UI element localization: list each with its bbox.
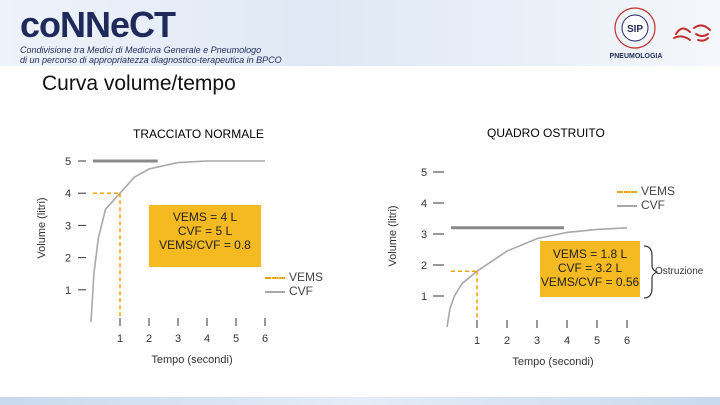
x-tick-label-3: 3 <box>534 335 540 347</box>
x-tick-label-5: 5 <box>233 333 239 345</box>
y-tick-label-1: 1 <box>421 291 427 303</box>
sip-society-name: PNEUMOLOGIA <box>609 53 663 60</box>
y-axis-label: Volume (litri) <box>387 205 399 266</box>
x-tick-label-3: 3 <box>175 333 181 345</box>
sip-abbr: SIP <box>627 24 643 35</box>
box-line-cvf: CVF = 3.2 L <box>557 261 623 275</box>
y-tick-label-3: 3 <box>65 220 71 232</box>
x-tick-label-6: 6 <box>262 333 268 345</box>
box-line-vems: VEMS = 1.8 L <box>552 247 628 261</box>
footer-bar <box>0 397 720 405</box>
connect-logo: coNNeCT <box>20 4 176 45</box>
box-line-ratio: VEMS/CVF = 0.8 <box>159 238 251 252</box>
cvf-curve <box>446 227 628 328</box>
header-subtitle-line2: di un percorso di appropriatezza diagnos… <box>20 55 282 65</box>
y-tick-label-4: 4 <box>65 188 71 200</box>
x-tick-label-5: 5 <box>594 335 600 347</box>
legend-item-vems: VEMS <box>617 184 675 198</box>
y-tick-label-5: 5 <box>421 167 427 179</box>
page-title: Curva volume/tempo <box>42 72 236 95</box>
value-box-normal: VEMS = 4 L CVF = 5 L VEMS/CVF = 0.8 <box>149 205 261 267</box>
box-line-ratio: VEMS/CVF = 0.56 <box>540 275 640 289</box>
legend-normal: VEMS CVF <box>265 270 323 298</box>
obstruction-label: Ostruzione <box>655 266 704 277</box>
x-tick-label-2: 2 <box>504 335 510 347</box>
y-tick-label-1: 1 <box>65 285 71 297</box>
header-banner <box>0 0 720 66</box>
y-tick-label-4: 4 <box>421 198 427 210</box>
legend-item-cvf: CVF <box>617 198 675 212</box>
y-tick-label-3: 3 <box>421 229 427 241</box>
y-tick-label-5: 5 <box>65 156 71 168</box>
x-axis-label: Tempo (secondi) <box>151 354 232 366</box>
header-subtitle-line1: Condivisione tra Medici di Medicina Gene… <box>20 45 262 55</box>
box-line-cvf: CVF = 5 L <box>177 224 233 238</box>
legend-obstructed: VEMS CVF <box>617 184 675 212</box>
chart-title-normal: TRACCIATO NORMALE <box>133 127 264 141</box>
x-tick-label-2: 2 <box>146 333 152 345</box>
legend-item-vems: VEMS <box>265 270 323 284</box>
x-tick-label-4: 4 <box>564 335 570 347</box>
x-tick-label-1: 1 <box>117 333 123 345</box>
value-box-obstructed: VEMS = 1.8 L CVF = 3.2 L VEMS/CVF = 0.56 <box>540 241 640 297</box>
y-tick-label-2: 2 <box>65 253 71 265</box>
x-tick-label-6: 6 <box>624 335 630 347</box>
x-tick-label-1: 1 <box>474 335 480 347</box>
lungs-icon <box>673 24 711 42</box>
cvf-curve <box>90 160 265 323</box>
box-line-vems: VEMS = 4 L <box>172 210 238 224</box>
sip-society-logo: SIP <box>614 7 656 49</box>
legend-item-cvf: CVF <box>265 284 323 298</box>
x-tick-label-4: 4 <box>204 333 210 345</box>
y-tick-label-2: 2 <box>421 260 427 272</box>
y-axis-label: Volume (litri) <box>36 197 48 258</box>
chart-title-obstructed: QUADRO OSTRUITO <box>487 126 605 140</box>
x-axis-label: Tempo (secondi) <box>512 356 593 368</box>
